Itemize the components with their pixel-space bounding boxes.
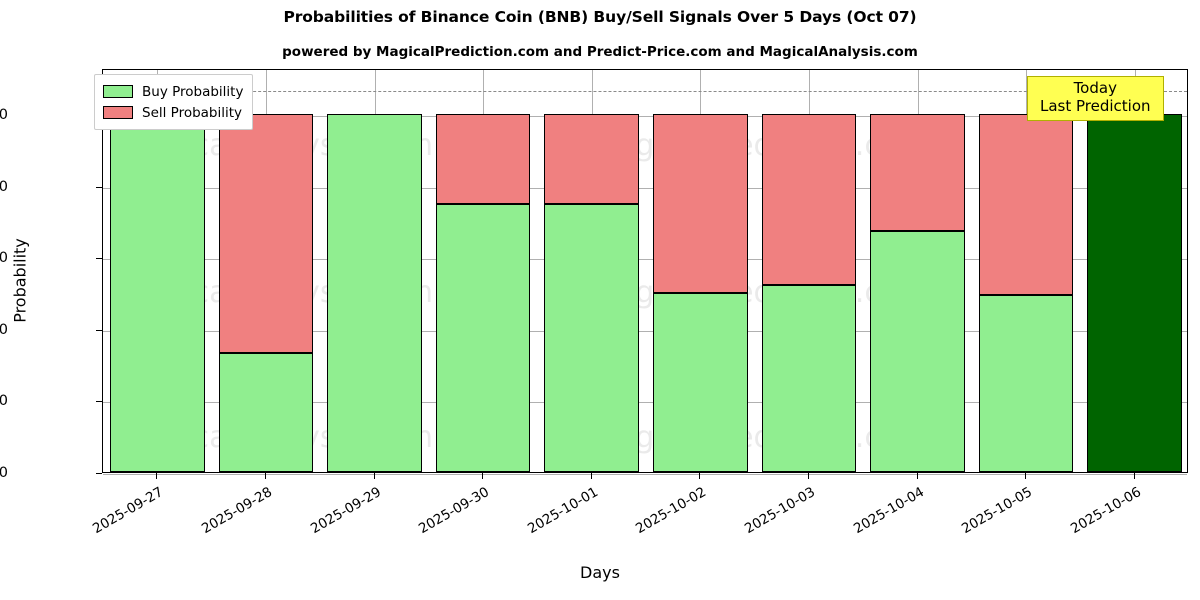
y-tick-label: 20 [0,393,8,410]
bar-segment-sell[interactable] [218,114,314,353]
y-tick-label: 100 [0,107,8,124]
x-tick-label: 2025-10-05 [959,484,1036,538]
x-tick-label: 2025-09-30 [416,484,493,538]
x-tick-label: 2025-10-04 [850,484,927,538]
y-tick-label: 40 [0,321,8,338]
x-tick-mark [156,473,157,479]
bar-group[interactable] [1087,68,1182,472]
x-tick-mark [1134,473,1135,479]
bar-group[interactable] [110,68,205,472]
y-tick-mark [96,473,102,474]
legend-label: Sell Probability [142,104,243,121]
bar-group[interactable] [761,68,857,472]
bar-segment-buy[interactable] [110,114,205,472]
x-tick-label: 2025-09-28 [198,484,275,538]
bar-segment-sell[interactable] [435,114,531,204]
bar-segment-sell[interactable] [544,114,639,204]
bar-segment-buy[interactable] [978,295,1074,472]
bar-group[interactable] [870,68,965,472]
x-tick-label: 2025-09-29 [307,484,384,538]
page-title: Probabilities of Binance Coin (BNB) Buy/… [283,8,917,26]
y-tick-label: 0 [0,465,8,481]
y-axis-label: Probability [10,238,30,323]
bar-segment-sell[interactable] [653,114,748,294]
y-gridline [103,259,1187,261]
y-tick-mark [96,186,102,188]
legend-item[interactable]: Sell Probability [103,102,243,123]
bar-segment-sell[interactable] [761,114,857,286]
y-tick-label: 80 [0,178,8,195]
y-gridline [103,330,1187,332]
y-gridline [103,116,1187,118]
bar-segment-buy[interactable] [218,352,314,472]
x-tick-mark [699,473,700,479]
x-tick-mark [1025,473,1026,479]
bar-segment-sell[interactable] [870,114,965,232]
bar-segment-buy[interactable] [761,285,857,472]
threshold-line [103,91,1187,93]
plot-area: MagicalAnalysis.comMagicalPrediction.com… [102,68,1188,475]
chart-legend: Buy Probability Sell Probability [94,74,254,130]
y-gridline [103,474,1187,475]
legend-swatch-icon [103,85,133,98]
y-gridline [103,187,1187,189]
x-tick-mark [808,473,809,479]
x-tick-label: 2025-10-02 [633,484,710,538]
bar-group[interactable] [327,68,422,472]
x-tick-label: 2025-10-03 [741,484,818,538]
x-tick-mark [374,473,375,479]
x-axis-label: Days [580,563,620,582]
bar-segment-buy[interactable] [653,293,748,472]
legend-item[interactable]: Buy Probability [103,81,243,102]
legend-swatch-icon [103,106,133,119]
bar-group[interactable] [544,68,639,472]
y-tick-mark [96,329,102,331]
legend-label: Buy Probability [142,83,244,100]
x-tick-label: 2025-10-06 [1067,484,1144,538]
bar-group[interactable] [218,68,314,472]
bar-segment-buy[interactable] [435,203,531,472]
today-annotation-line-2: Last Prediction [1040,96,1151,115]
bar-segment-today[interactable] [1087,114,1182,472]
y-tick-mark [96,401,102,403]
x-tick-mark [591,473,592,479]
bar-segment-buy[interactable] [544,203,639,472]
today-annotation-line-1: Today [1073,79,1117,97]
bar-segment-sell[interactable] [978,114,1074,296]
x-tick-mark [265,473,266,479]
bar-segment-buy[interactable] [870,231,965,472]
y-tick-label: 60 [0,250,8,267]
today-annotation: Today Last Prediction [1027,76,1164,122]
x-tick-label: 2025-10-01 [524,484,601,538]
x-tick-label: 2025-09-27 [90,484,167,538]
y-gridline [103,402,1187,404]
chart-subtitle: powered by MagicalPrediction.com and Pre… [282,44,918,60]
bar-group[interactable] [653,68,748,472]
bar-group[interactable] [978,68,1074,472]
x-tick-mark [482,473,483,479]
x-tick-mark [917,473,918,479]
bar-segment-buy[interactable] [327,114,422,472]
y-tick-mark [96,258,102,260]
bar-group[interactable] [435,68,531,472]
